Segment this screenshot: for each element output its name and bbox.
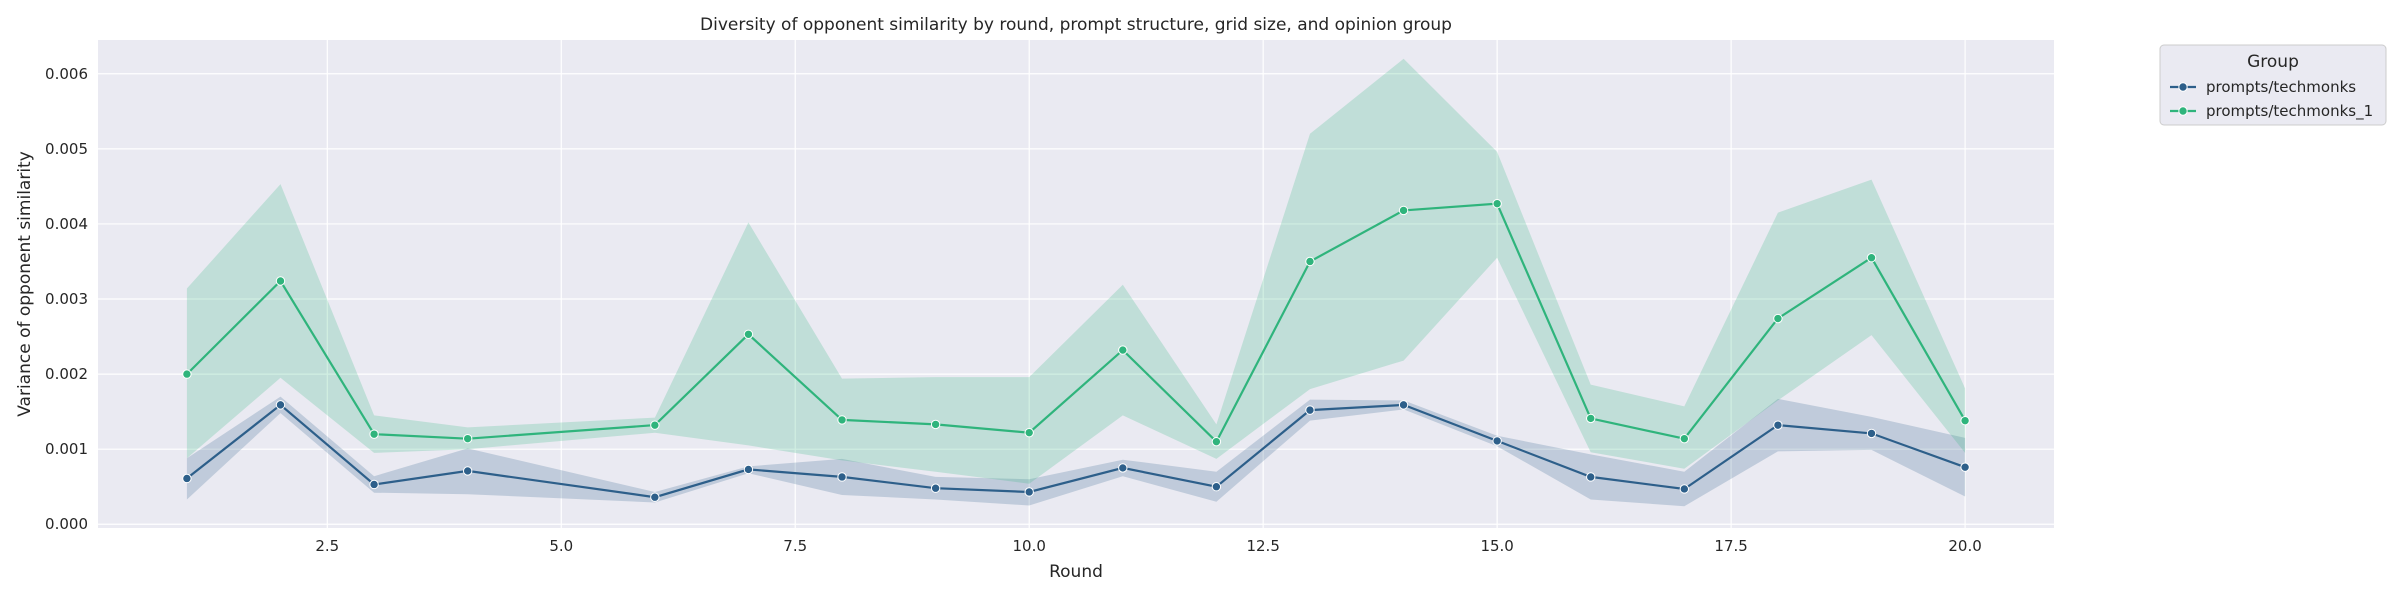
prompts-techmonks-point xyxy=(930,483,941,493)
grid xyxy=(98,40,2054,528)
y-tick-label: 0.004 xyxy=(45,215,88,233)
prompts-techmonks-1-point xyxy=(462,433,473,444)
legend-title: Group xyxy=(2247,52,2299,72)
prompts-techmonks-point xyxy=(182,473,192,484)
legend-item-prompts-techmonks: prompts/techmonks xyxy=(2170,78,2356,96)
prompts-techmonks-1-point xyxy=(1679,433,1690,444)
prompts-techmonks-1-point xyxy=(275,276,286,286)
x-tick-label: 10.0 xyxy=(1013,537,1046,555)
prompts-techmonks-1-point xyxy=(650,420,660,430)
prompts-techmonks-point xyxy=(1305,405,1315,415)
prompts-techmonks-1-point xyxy=(1586,413,1596,424)
y-axis-ticks: 0.000 0.001 0.002 0.003 0.004 0.005 0.006 xyxy=(45,65,88,533)
prompts-techmonks-point xyxy=(1679,484,1690,494)
prompts-techmonks-point xyxy=(650,492,660,502)
legend-marker xyxy=(2178,82,2188,92)
prompts-techmonks-ci-band xyxy=(186,396,1966,507)
x-tick-label: 5.0 xyxy=(549,537,573,555)
prompts-techmonks-point xyxy=(1492,436,1502,446)
y-tick-label: 0.002 xyxy=(45,365,88,383)
prompts-techmonks-point xyxy=(1960,462,1970,472)
prompts-techmonks-point xyxy=(275,400,286,410)
prompts-techmonks-1-point xyxy=(930,419,941,430)
prompts-techmonks-1-point xyxy=(182,369,192,379)
prompts-techmonks-point xyxy=(1586,472,1596,482)
prompts-techmonks-1-point xyxy=(1305,256,1315,267)
x-tick-label: 7.5 xyxy=(783,537,807,555)
y-axis-label: Variance of opponent similarity xyxy=(15,151,35,417)
prompts-techmonks-1-point xyxy=(1118,345,1128,355)
y-tick-label: 0.000 xyxy=(45,515,88,533)
prompts-techmonks-1-point xyxy=(837,415,847,425)
legend: Group prompts/techmonksprompts/techmonks… xyxy=(2159,44,2387,126)
x-tick-label: 12.5 xyxy=(1246,537,1279,555)
y-tick-label: 0.006 xyxy=(45,65,88,83)
x-tick-label: 2.5 xyxy=(315,537,339,555)
chart-title: Diversity of opponent similarity by roun… xyxy=(700,15,1452,35)
legend-marker xyxy=(2178,106,2188,116)
prompts-techmonks-1-ci-band xyxy=(186,58,1966,484)
legend-box xyxy=(2159,44,2387,126)
prompts-techmonks-point xyxy=(1866,428,1877,439)
confidence-bands xyxy=(186,58,1966,507)
legend-item-prompts-techmonks-1: prompts/techmonks_1 xyxy=(2170,102,2373,121)
prompts-techmonks-point xyxy=(1118,463,1128,473)
prompts-techmonks-1-point xyxy=(1960,415,1970,426)
prompts-techmonks-1-point xyxy=(743,329,754,340)
prompts-techmonks-point xyxy=(1398,400,1409,410)
prompts-techmonks-point xyxy=(369,479,379,490)
prompts-techmonks-1-point xyxy=(1398,205,1409,216)
x-tick-label: 20.0 xyxy=(1948,537,1981,555)
legend-entries: prompts/techmonks prompts/techmonks_1 xyxy=(2170,78,2373,121)
prompts-techmonks-point xyxy=(837,472,847,482)
series-markers xyxy=(182,198,1970,502)
y-tick-label: 0.001 xyxy=(45,440,88,458)
legend-label: prompts/techmonks xyxy=(2206,78,2356,96)
x-axis-label: Round xyxy=(1049,562,1103,582)
prompts-techmonks-point xyxy=(1773,420,1783,430)
prompts-techmonks-point xyxy=(1211,482,1222,492)
prompts-techmonks-1-point xyxy=(1024,427,1034,438)
plot-area xyxy=(98,40,2054,528)
legend-label: prompts/techmonks_1 xyxy=(2206,102,2373,121)
prompts-techmonks-1-point xyxy=(1773,313,1783,324)
x-tick-label: 17.5 xyxy=(1714,537,1747,555)
prompts-techmonks-point xyxy=(743,464,754,475)
y-tick-label: 0.003 xyxy=(45,290,88,308)
x-tick-label: 15.0 xyxy=(1480,537,1513,555)
y-tick-label: 0.005 xyxy=(45,140,88,158)
prompts-techmonks-point xyxy=(1024,487,1034,497)
prompts-techmonks-1-point xyxy=(369,429,379,439)
prompts-techmonks-1-point xyxy=(1492,198,1502,209)
prompts-techmonks-1-point xyxy=(1866,253,1877,263)
x-axis-ticks: 2.5 5.0 7.5 10.0 12.5 15.0 17.5 20.0 xyxy=(315,537,1981,555)
prompts-techmonks-1-point xyxy=(1211,436,1222,447)
prompts-techmonks-point xyxy=(462,466,473,476)
